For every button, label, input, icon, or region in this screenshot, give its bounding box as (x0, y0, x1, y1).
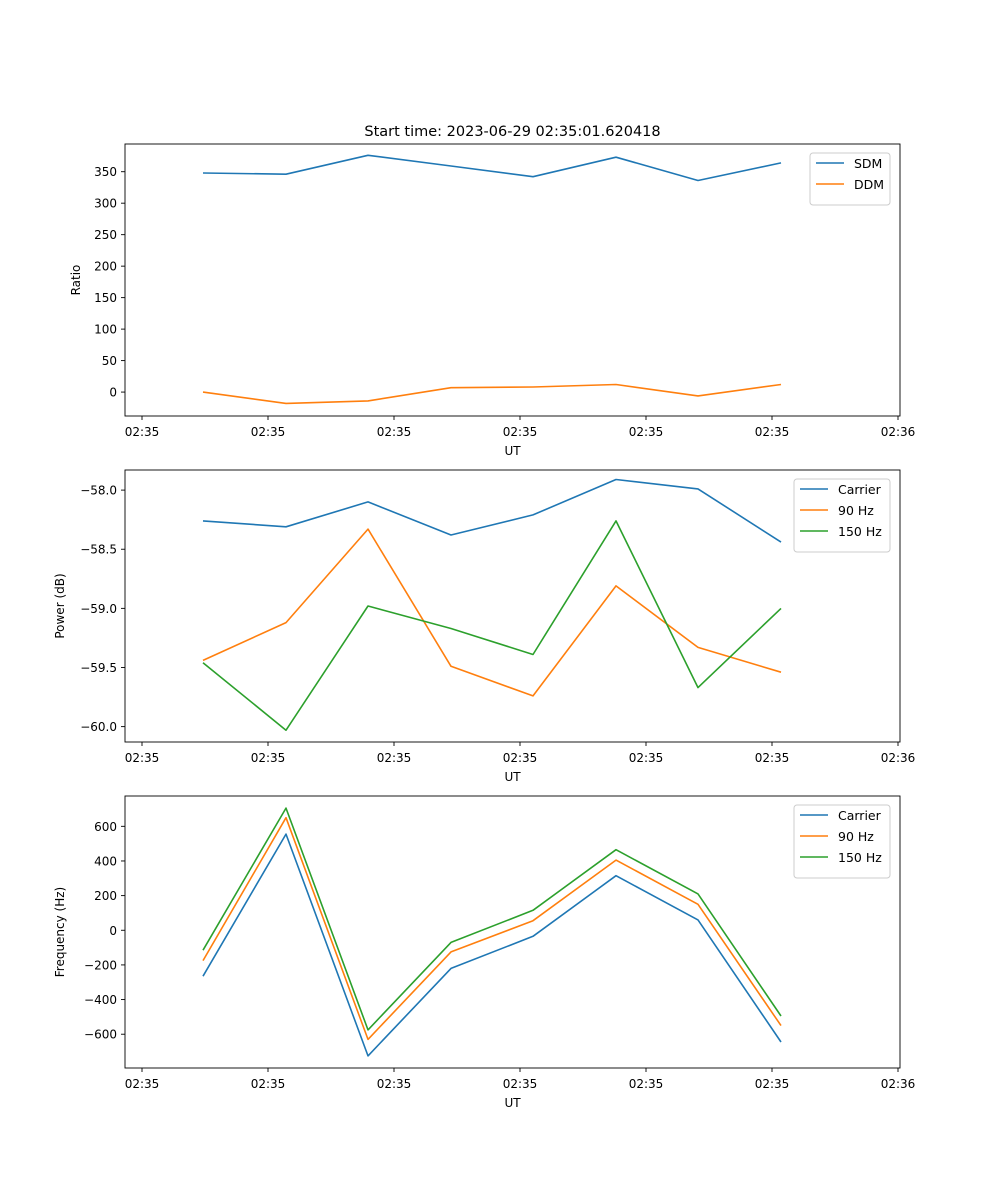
chart-panel-3: 02:35 02:35 02:35 02:35 02:35 02:35 02:36 −600 −… (53, 795, 916, 1110)
x-tick-label: 02:35 (125, 751, 160, 765)
x-axis-label: UT (504, 1096, 521, 1110)
plot-frame (124, 795, 901, 1069)
y-axis-label: Ratio (69, 265, 83, 296)
plot-frame (124, 143, 901, 417)
chart-panel-1: 02:35 02:35 02:35 02:35 02:35 02:35 02:36 0 50 10… (69, 143, 916, 458)
series-line-sdm (202, 154, 782, 182)
legend-label: Carrier (838, 808, 882, 823)
x-tick-label: 02:35 (755, 1077, 790, 1091)
x-tick-label: 02:35 (629, 1077, 664, 1091)
y-tick-label: 300 (94, 197, 117, 211)
legend-label: 90 Hz (838, 503, 874, 518)
legend-label: DDM (854, 177, 884, 192)
figure-title: Start time: 2023-06-29 02:35:01.620418 (364, 124, 660, 140)
legend: Carrier 90 Hz 150 Hz (793, 804, 891, 879)
x-tick-label: 02:35 (755, 425, 790, 439)
x-tick-label: 02:35 (503, 1077, 538, 1091)
y-tick-label: 0 (109, 924, 117, 938)
y-tick-label: 200 (94, 889, 117, 903)
series-line-90-hz (202, 816, 782, 1041)
legend-label: Carrier (838, 482, 882, 497)
y-tick-label: −400 (84, 993, 117, 1007)
y-tick-label: 100 (94, 323, 117, 337)
y-tick-label: −600 (84, 1028, 117, 1042)
x-tick-label: 02:35 (377, 425, 412, 439)
x-tick-label: 02:36 (881, 751, 916, 765)
y-axis-label: Frequency (Hz) (53, 887, 67, 978)
y-tick-label: 200 (94, 260, 117, 274)
x-tick-label: 02:35 (755, 751, 790, 765)
x-tick-label: 02:35 (503, 751, 538, 765)
x-tick-label: 02:35 (251, 425, 286, 439)
y-tick-label: −58.0 (80, 484, 117, 498)
legend: SDM DDM (809, 152, 891, 206)
series-line-90-hz (202, 528, 782, 697)
x-tick-label: 02:35 (125, 425, 160, 439)
series-line-carrier (202, 833, 782, 1057)
chart-panel-2: 02:35 02:35 02:35 02:35 02:35 02:35 02:36 −60.0… (53, 469, 916, 784)
legend-box (793, 478, 891, 553)
y-tick-label: −200 (84, 958, 117, 972)
plot-frame (124, 469, 901, 743)
x-tick-label: 02:35 (251, 751, 286, 765)
x-tick-label: 02:35 (503, 425, 538, 439)
y-tick-label: 50 (102, 354, 117, 368)
series-line-carrier (202, 478, 782, 543)
x-tick-label: 02:35 (377, 1077, 412, 1091)
series-line-ddm (202, 383, 782, 405)
legend-label: SDM (854, 156, 882, 171)
y-tick-label: 0 (109, 386, 117, 400)
x-tick-label: 02:35 (125, 1077, 160, 1091)
charts-container: 02:35 02:35 02:35 02:35 02:35 02:35 02:36 0 50 10… (53, 143, 916, 1110)
x-axis-label: UT (504, 444, 521, 458)
y-tick-label: 350 (94, 165, 117, 179)
x-tick-label: 02:35 (629, 425, 664, 439)
x-tick-label: 02:35 (251, 1077, 286, 1091)
y-tick-label: −60.0 (80, 720, 117, 734)
x-axis-label: UT (504, 770, 521, 784)
series-line-150-hz (202, 520, 782, 732)
y-tick-label: −59.5 (80, 661, 117, 675)
legend: Carrier 90 Hz 150 Hz (793, 478, 891, 553)
x-tick-label: 02:36 (881, 425, 916, 439)
y-tick-label: −59.0 (80, 602, 117, 616)
x-tick-label: 02:35 (377, 751, 412, 765)
legend-label: 90 Hz (838, 829, 874, 844)
legend-box (793, 804, 891, 879)
x-tick-label: 02:36 (881, 1077, 916, 1091)
y-tick-label: 250 (94, 228, 117, 242)
legend-label: 150 Hz (838, 850, 882, 865)
y-tick-label: 400 (94, 854, 117, 868)
y-tick-label: 600 (94, 820, 117, 834)
legend-label: 150 Hz (838, 524, 882, 539)
x-tick-label: 02:35 (629, 751, 664, 765)
legend-box (809, 152, 891, 206)
y-tick-label: 150 (94, 291, 117, 305)
y-tick-label: −58.5 (80, 543, 117, 557)
y-axis-label: Power (dB) (53, 573, 67, 638)
series-line-150-hz (202, 807, 782, 1031)
